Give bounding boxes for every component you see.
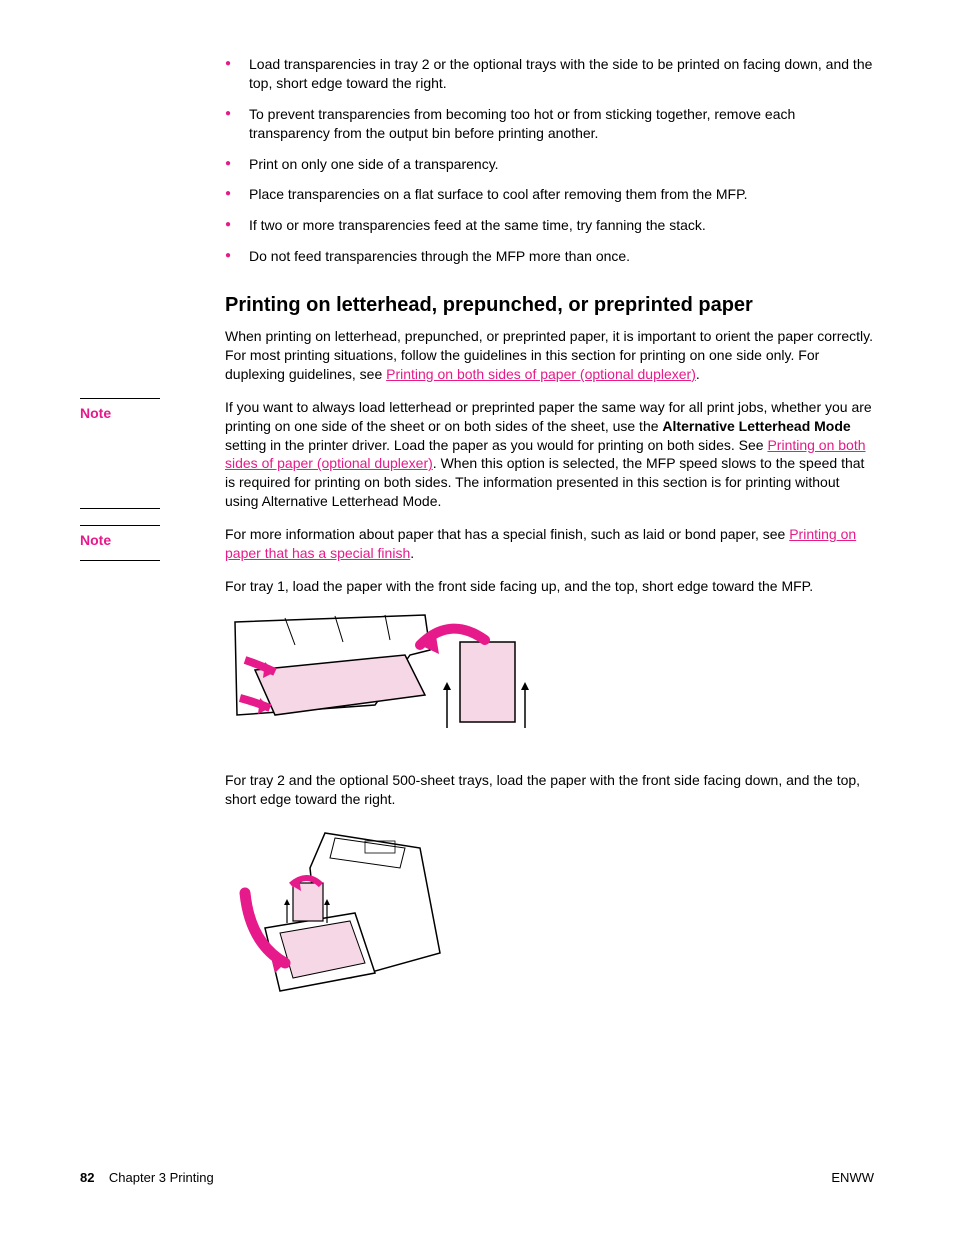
note-1: Note If you want to always load letterhe… [80,398,874,511]
note2-pre: For more information about paper that ha… [225,526,789,542]
intro-post: . [696,366,700,382]
intro-link[interactable]: Printing on both sides of paper (optiona… [386,366,696,382]
tray2-paragraph: For tray 2 and the optional 500-sheet tr… [225,771,874,809]
note-rule-bottom [80,508,160,509]
tray2-svg [225,823,455,993]
bullet-item: Place transparencies on a flat surface t… [225,185,874,204]
section-heading: Printing on letterhead, prepunched, or p… [225,294,874,317]
note-rule-bottom [80,560,160,561]
note-2: Note For more information about paper th… [80,525,874,563]
intro-paragraph: When printing on letterhead, prepunched,… [225,327,874,384]
tray1-paragraph: For tray 1, load the paper with the fron… [225,577,874,596]
note-label-column: Note [80,398,225,511]
bullet-item: Load transparencies in tray 2 or the opt… [225,55,874,93]
note-label: Note [80,405,225,421]
main-column: For tray 1, load the paper with the fron… [225,577,874,1014]
page-footer: 82 Chapter 3 Printing ENWW [80,1170,874,1185]
footer-right: ENWW [831,1170,874,1185]
note1-mid: setting in the printer driver. Load the … [225,437,767,453]
bullet-list: Load transparencies in tray 2 or the opt… [225,55,874,266]
tray1-svg [225,610,535,750]
note-rule-top [80,398,160,399]
chapter-label: Chapter 3 Printing [109,1170,214,1185]
bullet-item: To prevent transparencies from becoming … [225,105,874,143]
bullet-item: If two or more transparencies feed at th… [225,216,874,235]
left-margin [80,55,225,398]
note2-post: . [410,545,414,561]
bullet-item: Print on only one side of a transparency… [225,155,874,174]
note-body: For more information about paper that ha… [225,525,874,563]
tray2-illustration [225,823,874,996]
note-body: If you want to always load letterhead or… [225,398,874,511]
bullet-item: Do not feed transparencies through the M… [225,247,874,266]
main-column: Load transparencies in tray 2 or the opt… [225,55,874,398]
note1-bold: Alternative Letterhead Mode [662,418,850,434]
footer-left: 82 Chapter 3 Printing [80,1170,214,1185]
page-number: 82 [80,1170,94,1185]
tray-section: For tray 1, load the paper with the fron… [80,577,874,1014]
note-label-column: Note [80,525,225,563]
note-label: Note [80,532,225,548]
bullet-section: Load transparencies in tray 2 or the opt… [80,55,874,398]
left-margin [80,577,225,1014]
tray1-illustration [225,610,874,753]
note-rule-top [80,525,160,526]
